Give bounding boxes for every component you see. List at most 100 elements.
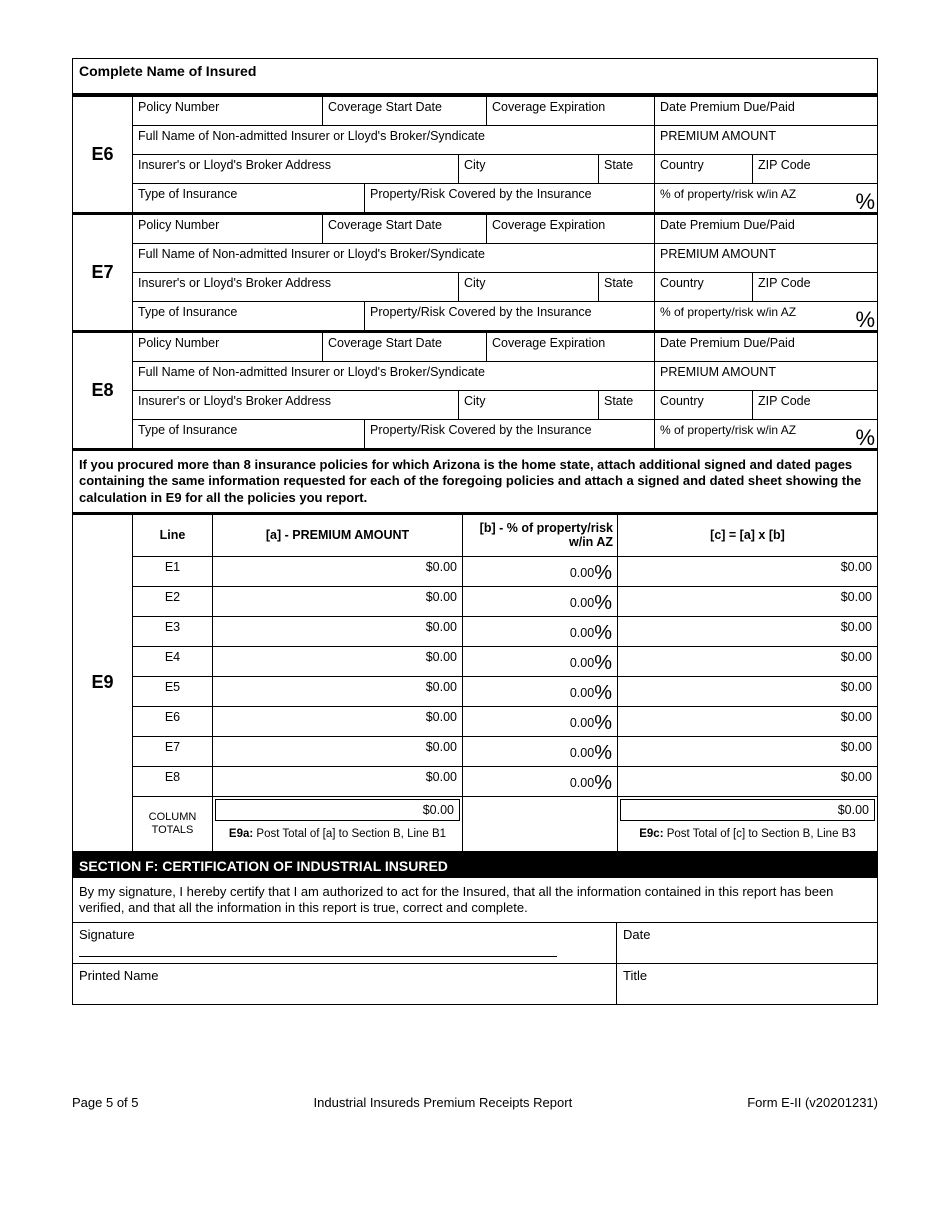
state-field[interactable]: State — [599, 391, 655, 419]
e9-premium-cell: $0.00 — [213, 677, 463, 706]
date-premium-field[interactable]: Date Premium Due/Paid — [655, 215, 877, 243]
e9-header-line: Line — [133, 515, 213, 556]
zip-field[interactable]: ZIP Code — [753, 391, 877, 419]
e9-pct-cell: 0.00% — [463, 587, 618, 616]
insurance-type-field[interactable]: Type of Insurance — [133, 302, 365, 330]
e9-data-row: E4 $0.00 0.00% $0.00 — [133, 647, 877, 677]
date-premium-field[interactable]: Date Premium Due/Paid — [655, 333, 877, 361]
insurer-name-field[interactable]: Full Name of Non-admitted Insurer or Llo… — [133, 362, 655, 390]
coverage-expiration-field[interactable]: Coverage Expiration — [487, 215, 655, 243]
e9c-total-value: $0.00 — [620, 799, 875, 821]
zip-field[interactable]: ZIP Code — [753, 155, 877, 183]
city-field[interactable]: City — [459, 273, 599, 301]
e9-data-row: E7 $0.00 0.00% $0.00 — [133, 737, 877, 767]
city-field[interactable]: City — [459, 155, 599, 183]
e9-premium-cell: $0.00 — [213, 617, 463, 646]
premium-amount-field[interactable]: PREMIUM AMOUNT — [655, 126, 877, 154]
e9-result-cell: $0.00 — [618, 647, 877, 676]
e9-line-cell: E4 — [133, 647, 213, 676]
e9-label: E9 — [73, 515, 133, 851]
policy-number-field[interactable]: Policy Number — [133, 333, 323, 361]
section-e9: E9 Line [a] - PREMIUM AMOUNT [b] - % of … — [73, 515, 877, 854]
e9-line-cell: E1 — [133, 557, 213, 586]
e9-totals-row: COLUMN TOTALS $0.00 E9a: Post Total of [… — [133, 797, 877, 851]
e9-result-cell: $0.00 — [618, 677, 877, 706]
section-f-header: SECTION F: CERTIFICATION OF INDUSTRIAL I… — [73, 854, 877, 878]
country-field[interactable]: Country — [655, 273, 753, 301]
date-premium-field[interactable]: Date Premium Due/Paid — [655, 97, 877, 125]
e9-line-cell: E3 — [133, 617, 213, 646]
insurance-type-field[interactable]: Type of Insurance — [133, 184, 365, 212]
section-e7: E7 Policy Number Coverage Start Date Cov… — [73, 215, 877, 333]
country-field[interactable]: Country — [655, 155, 753, 183]
e9-premium-cell: $0.00 — [213, 767, 463, 796]
state-field[interactable]: State — [599, 273, 655, 301]
e9-pct-cell: 0.00% — [463, 557, 618, 586]
e9-result-cell: $0.00 — [618, 617, 877, 646]
e9-pct-cell: 0.00% — [463, 647, 618, 676]
section-e8: E8 Policy Number Coverage Start Date Cov… — [73, 333, 877, 451]
e9c-instruction: E9c: Post Total of [c] to Section B, Lin… — [618, 823, 877, 846]
e9-premium-cell: $0.00 — [213, 557, 463, 586]
printed-name-field[interactable]: Printed Name — [73, 964, 617, 1004]
e9-data-row: E6 $0.00 0.00% $0.00 — [133, 707, 877, 737]
policy-number-field[interactable]: Policy Number — [133, 215, 323, 243]
country-field[interactable]: Country — [655, 391, 753, 419]
broker-address-field[interactable]: Insurer's or Lloyd's Broker Address — [133, 155, 459, 183]
broker-address-field[interactable]: Insurer's or Lloyd's Broker Address — [133, 391, 459, 419]
coverage-expiration-field[interactable]: Coverage Expiration — [487, 97, 655, 125]
e7-label: E7 — [73, 215, 133, 330]
property-risk-field[interactable]: Property/Risk Covered by the Insurance — [365, 184, 655, 212]
e9-result-cell: $0.00 — [618, 587, 877, 616]
e9-premium-cell: $0.00 — [213, 587, 463, 616]
pct-az-field[interactable]: % of property/risk w/in AZ — [655, 420, 877, 448]
e9a-total-value: $0.00 — [215, 799, 460, 821]
e9-line-cell: E7 — [133, 737, 213, 766]
insurer-name-field[interactable]: Full Name of Non-admitted Insurer or Llo… — [133, 244, 655, 272]
premium-amount-field[interactable]: PREMIUM AMOUNT — [655, 362, 877, 390]
city-field[interactable]: City — [459, 391, 599, 419]
title-field[interactable]: Title — [617, 964, 877, 1004]
insurance-type-field[interactable]: Type of Insurance — [133, 420, 365, 448]
zip-field[interactable]: ZIP Code — [753, 273, 877, 301]
coverage-expiration-field[interactable]: Coverage Expiration — [487, 333, 655, 361]
coverage-start-field[interactable]: Coverage Start Date — [323, 333, 487, 361]
property-risk-field[interactable]: Property/Risk Covered by the Insurance — [365, 302, 655, 330]
property-risk-field[interactable]: Property/Risk Covered by the Insurance — [365, 420, 655, 448]
coverage-start-field[interactable]: Coverage Start Date — [323, 97, 487, 125]
date-field[interactable]: Date — [617, 923, 877, 963]
e9-line-cell: E6 — [133, 707, 213, 736]
e9-data-row: E1 $0.00 0.00% $0.00 — [133, 557, 877, 587]
insured-name-header: Complete Name of Insured — [73, 59, 877, 97]
form-container: Complete Name of Insured E6 Policy Numbe… — [72, 58, 878, 1005]
e9-header-a: [a] - PREMIUM AMOUNT — [213, 515, 463, 556]
e9-premium-cell: $0.00 — [213, 647, 463, 676]
certification-text: By my signature, I hereby certify that I… — [73, 878, 877, 924]
e9-result-cell: $0.00 — [618, 707, 877, 736]
premium-amount-field[interactable]: PREMIUM AMOUNT — [655, 244, 877, 272]
e9-line-cell: E8 — [133, 767, 213, 796]
page-footer: Page 5 of 5 Industrial Insureds Premium … — [72, 1095, 878, 1110]
state-field[interactable]: State — [599, 155, 655, 183]
additional-policies-note: If you procured more than 8 insurance po… — [73, 451, 877, 515]
pct-az-field[interactable]: % of property/risk w/in AZ — [655, 184, 877, 212]
e9-pct-cell: 0.00% — [463, 767, 618, 796]
e9-result-cell: $0.00 — [618, 557, 877, 586]
broker-address-field[interactable]: Insurer's or Lloyd's Broker Address — [133, 273, 459, 301]
pct-az-field[interactable]: % of property/risk w/in AZ — [655, 302, 877, 330]
e9-data-row: E2 $0.00 0.00% $0.00 — [133, 587, 877, 617]
e9-line-cell: E2 — [133, 587, 213, 616]
column-totals-label: COLUMN TOTALS — [133, 797, 213, 851]
section-e6: E6 Policy Number Coverage Start Date Cov… — [73, 97, 877, 215]
policy-number-field[interactable]: Policy Number — [133, 97, 323, 125]
e9-header-b: [b] - % of property/risk w/in AZ — [463, 515, 618, 556]
e9-pct-cell: 0.00% — [463, 707, 618, 736]
e9-result-cell: $0.00 — [618, 767, 877, 796]
footer-page: Page 5 of 5 — [72, 1095, 139, 1110]
coverage-start-field[interactable]: Coverage Start Date — [323, 215, 487, 243]
e8-label: E8 — [73, 333, 133, 448]
e9-data-row: E8 $0.00 0.00% $0.00 — [133, 767, 877, 797]
footer-title: Industrial Insureds Premium Receipts Rep… — [314, 1095, 573, 1110]
insurer-name-field[interactable]: Full Name of Non-admitted Insurer or Llo… — [133, 126, 655, 154]
signature-field[interactable]: Signature — [73, 923, 617, 963]
